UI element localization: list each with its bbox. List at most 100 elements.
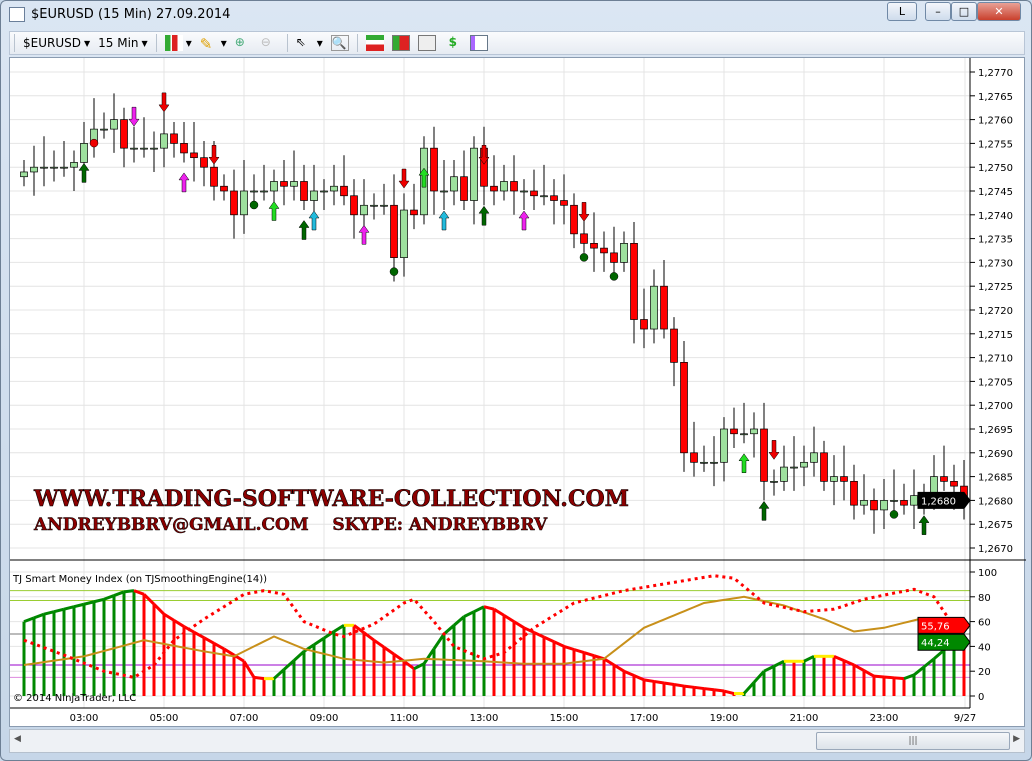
candle	[900, 500, 908, 506]
candle	[320, 190, 328, 193]
smi-line-segment	[253, 675, 265, 681]
smi-line-segment	[113, 590, 125, 597]
zoom-in-icon: ⊕	[234, 35, 245, 49]
candle	[360, 204, 368, 216]
smi-line-segment	[432, 633, 446, 650]
candle	[540, 195, 548, 198]
smi-line-segment	[43, 610, 55, 616]
candle	[310, 190, 318, 201]
zoom-rect-button[interactable]: 🔍	[330, 35, 349, 51]
order-icon: $	[448, 35, 457, 49]
indicators-button[interactable]	[417, 35, 436, 51]
smi-line-segment	[693, 685, 705, 691]
candle	[950, 481, 958, 487]
arrow-up-icon	[268, 201, 280, 221]
arrow-up-icon	[758, 500, 770, 521]
chart-area[interactable]: WWW.TRADING-SOFTWARE-COLLECTION.COM ANDR…	[9, 57, 1026, 728]
candle	[940, 476, 948, 482]
price-tick-label: 1,2675	[978, 520, 1013, 531]
draw-button[interactable]: ✎ ▾	[199, 35, 227, 53]
zoom-rect-icon: 🔍	[330, 35, 349, 51]
candle	[620, 243, 628, 263]
smi-line-segment	[123, 589, 135, 594]
price-tick-label: 1,2680	[978, 496, 1013, 507]
data-box-button[interactable]	[391, 35, 410, 51]
candle	[170, 133, 178, 144]
candle	[770, 481, 778, 483]
candle	[690, 452, 698, 463]
strategies-icon	[365, 35, 384, 51]
properties-icon	[469, 35, 488, 51]
copyright: © 2014 NinjaTrader, LLC	[13, 693, 136, 704]
scroll-right-icon[interactable]: ▶	[1013, 734, 1020, 744]
smi-line-segment	[353, 624, 365, 634]
zoom-out-button[interactable]: ⊖	[261, 35, 279, 51]
signal-line-red-dotted	[23, 574, 969, 679]
price-tick-label: 1,2700	[978, 401, 1013, 412]
smi-line-segment	[413, 662, 425, 671]
smi-line-segment	[883, 675, 895, 680]
smi-line-segment	[703, 687, 715, 692]
candle	[410, 209, 418, 216]
candle	[180, 143, 188, 154]
time-label: 21:00	[790, 713, 819, 724]
scroll-thumb[interactable]: |||	[816, 732, 1010, 750]
smi-line-segment	[103, 594, 115, 601]
smi-line-segment	[223, 647, 235, 657]
instrument-selector[interactable]: $EURUSD ▼	[23, 36, 90, 50]
price-tick-label: 1,2695	[978, 425, 1013, 436]
time-label: 11:00	[390, 713, 419, 724]
candle	[830, 476, 838, 482]
smi-line-segment	[573, 648, 585, 655]
bar-style-button[interactable]: ▾	[164, 35, 192, 51]
candle	[350, 195, 358, 216]
minimize-button[interactable]: –	[925, 2, 951, 21]
smi-line-segment	[163, 612, 175, 622]
arrow-up-icon	[78, 162, 90, 183]
red-value-marker	[917, 616, 971, 634]
candle	[530, 190, 538, 197]
smi-line-segment	[803, 654, 815, 663]
smi-line-segment	[463, 610, 475, 618]
scroll-left-icon[interactable]: ◀	[14, 734, 21, 744]
signal-dot-icon	[249, 200, 259, 210]
order-button[interactable]: $	[444, 35, 462, 51]
draw-pencil-icon: ✎	[199, 35, 213, 53]
link-button[interactable]: L	[887, 2, 917, 21]
pointer-button[interactable]: ⇖ ▾	[295, 35, 323, 50]
candle	[380, 204, 388, 207]
candle	[650, 285, 658, 330]
last-price-label: 1,2680	[921, 496, 956, 507]
candle	[460, 176, 468, 201]
candle	[860, 500, 868, 506]
candle	[680, 362, 688, 454]
candle	[290, 181, 298, 187]
smi-line-segment	[23, 616, 35, 624]
horizontal-scrollbar[interactable]: ◀ ||| ▶	[9, 729, 1025, 753]
properties-button[interactable]	[469, 35, 488, 51]
smi-line-segment	[623, 669, 635, 677]
zoom-in-button[interactable]: ⊕	[235, 35, 253, 51]
candle	[60, 166, 68, 169]
smi-line-segment	[863, 669, 875, 678]
candle	[710, 461, 718, 464]
close-button[interactable]: ✕	[977, 2, 1021, 21]
candle	[850, 481, 858, 506]
strategies-button[interactable]	[365, 35, 384, 51]
candle	[890, 500, 898, 502]
smi-line-segment	[133, 589, 145, 596]
smi-line-segment	[643, 678, 655, 683]
candle	[250, 190, 258, 193]
interval-selector[interactable]: 15 Min ▼	[98, 36, 148, 50]
chevron-down-icon: ▼	[83, 38, 91, 48]
maximize-button[interactable]: □	[951, 2, 977, 21]
smi-line-segment	[473, 605, 485, 614]
candle	[810, 452, 818, 463]
chart-canvas[interactable]: WWW.TRADING-SOFTWARE-COLLECTION.COM ANDR…	[10, 58, 1026, 728]
smi-line-segment	[723, 689, 735, 695]
time-label: 09:00	[310, 713, 339, 724]
candle	[490, 185, 498, 192]
smi-line-segment	[443, 624, 455, 636]
title-bar: $EURUSD (15 Min) 27.09.2014 L – □ ✕	[1, 1, 1031, 29]
candle	[190, 152, 198, 159]
